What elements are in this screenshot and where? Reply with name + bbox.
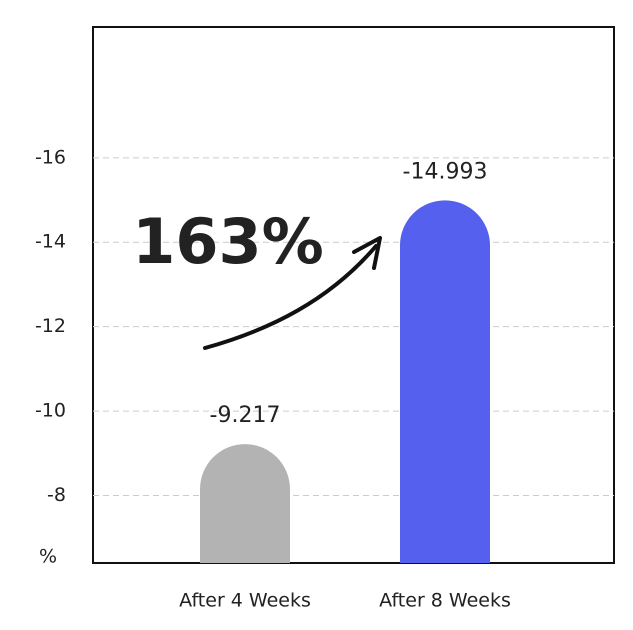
x-tick-label: After 8 Weeks xyxy=(379,590,511,612)
y-tick-label: -10 xyxy=(35,400,66,422)
value-label: -14.993 xyxy=(403,159,488,184)
arrow xyxy=(203,244,378,350)
y-tick-label: -8 xyxy=(47,484,66,506)
x-tick-label: After 4 Weeks xyxy=(179,590,311,612)
value-label: -9.217 xyxy=(210,403,281,428)
y-tick-label: -14 xyxy=(35,231,66,253)
plot-frame xyxy=(92,26,615,564)
arrow-head xyxy=(352,236,382,270)
annotation: 163% xyxy=(132,205,324,278)
y-tick-label: -12 xyxy=(35,315,66,337)
y-axis-label: % xyxy=(39,546,57,568)
bar xyxy=(400,200,490,563)
bar xyxy=(200,444,290,563)
y-tick-label: -16 xyxy=(35,146,66,168)
